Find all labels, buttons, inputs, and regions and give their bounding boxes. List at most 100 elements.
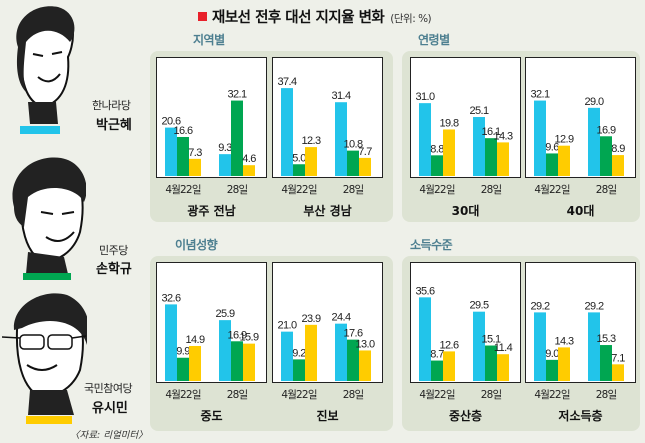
title-marker-icon [198, 12, 207, 21]
data-label: 29.2 [584, 300, 603, 312]
data-label: 13.0 [355, 338, 374, 350]
bar-유시민-4월22일 [558, 145, 570, 176]
bar-유시민-28일 [243, 343, 255, 381]
data-label: 19.8 [439, 117, 458, 129]
data-label: 10.8 [343, 139, 362, 151]
panel-category-label: 부산 경남 [303, 204, 352, 218]
data-label: 8.7 [430, 349, 444, 361]
data-label: 16.1 [481, 126, 500, 138]
bar-유시민-28일 [612, 364, 624, 381]
bar-박근혜-28일 [588, 312, 600, 381]
panel-plot: 35.6 8.712.6 29.5 15.111.4 [415, 285, 513, 381]
data-label: 9.3 [218, 142, 232, 154]
x-tick-label: 28일 [480, 389, 502, 401]
candidate-1-name: 박근혜 [96, 118, 132, 133]
data-label: 9.0 [545, 348, 559, 360]
bar-손학규-28일 [485, 345, 497, 381]
bar-손학규-28일 [347, 339, 359, 381]
bar-박근혜-4월22일 [165, 127, 177, 176]
unit-label: (단위: %) [390, 13, 432, 25]
bar-유시민-28일 [359, 350, 371, 381]
data-label: 20.6 [161, 116, 180, 128]
x-tick-label: 4월22일 [419, 184, 455, 196]
bar-박근혜-4월22일 [534, 100, 546, 176]
bar-유시민-4월22일 [189, 158, 201, 176]
section-title: 지역별 [193, 33, 225, 47]
bar-박근혜-28일 [473, 311, 485, 381]
bar-박근혜-28일 [219, 154, 231, 176]
data-label: 9.9 [176, 346, 190, 358]
data-label: 7.1 [611, 352, 625, 364]
bar-손학규-4월22일 [431, 360, 443, 381]
panel-category-label: 광주 전남 [187, 204, 236, 218]
source-note: 〈자료: 리얼미터〉 [70, 430, 148, 441]
bar-유시민-28일 [497, 142, 509, 176]
bar-유시민-4월22일 [443, 351, 455, 381]
x-tick-label: 4월22일 [419, 389, 455, 401]
data-label: 17.6 [343, 328, 362, 340]
candidate-3-caricature-icon [2, 293, 87, 415]
data-label: 24.4 [331, 312, 350, 324]
data-label: 29.5 [469, 300, 488, 312]
data-label: 9.6 [545, 141, 559, 153]
bar-박근혜-4월22일 [419, 297, 431, 381]
data-label: 15.3 [596, 333, 615, 345]
bar-손학규-4월22일 [293, 164, 305, 176]
bar-손학규-4월22일 [431, 155, 443, 176]
bar-박근혜-4월22일 [165, 304, 177, 381]
x-tick-label: 28일 [226, 184, 248, 196]
panel-plot: 37.4 5.0 12.3 31.4 10.87.7 [277, 76, 373, 176]
data-label: 29.2 [530, 300, 549, 312]
bar-유시민-4월22일 [305, 324, 317, 381]
data-label: 32.6 [161, 292, 180, 304]
data-label: 31.4 [331, 90, 350, 102]
data-label: 12.3 [301, 135, 320, 147]
data-label: 7.3 [188, 147, 202, 159]
bar-박근혜-28일 [219, 320, 231, 381]
data-label: 12.6 [439, 339, 458, 351]
bar-박근혜-4월22일 [281, 88, 293, 176]
x-tick-label: 4월22일 [534, 389, 570, 401]
bar-손학규-28일 [347, 150, 359, 176]
section-title: 연령별 [418, 33, 450, 47]
data-label: 7.7 [358, 146, 372, 158]
bar-유시민-28일 [243, 165, 255, 176]
x-tick-label: 28일 [480, 184, 502, 196]
x-tick-label: 28일 [342, 389, 364, 401]
data-label: 8.8 [430, 143, 444, 155]
candidate-2-caricature-icon [12, 157, 86, 274]
panel-plot: 20.616.6 7.3 9.3 32.1 4.6 [161, 89, 257, 176]
data-label: 21.0 [277, 320, 296, 332]
x-tick-label: 4월22일 [165, 389, 201, 401]
title-text: 재보선 전후 대선 지지율 변화 [212, 10, 385, 26]
data-label: 14.3 [493, 130, 512, 142]
bar-손학규-28일 [485, 138, 497, 176]
bar-손학규-28일 [231, 100, 243, 176]
x-tick-label: 4월22일 [281, 184, 317, 196]
data-label: 16.6 [173, 125, 192, 137]
bar-손학규-4월22일 [546, 153, 558, 176]
data-label: 25.9 [215, 308, 234, 320]
data-label: 35.6 [415, 285, 434, 297]
panel-category-label: 저소득층 [558, 409, 603, 423]
candidate-1-caricature-icon [16, 6, 75, 124]
panel-category-label: 30대 [451, 204, 480, 218]
section-title: 소득수준 [410, 238, 453, 252]
panel-plot: 29.2 9.014.3 29.2 15.3 7.1 [530, 300, 626, 381]
bar-박근혜-28일 [588, 107, 600, 176]
bar-손학규-28일 [600, 136, 612, 176]
bar-손학규-4월22일 [546, 359, 558, 381]
bar-박근혜-4월22일 [534, 312, 546, 381]
panel-category-label: 40대 [566, 204, 595, 218]
data-label: 16.9 [227, 329, 246, 341]
panel-plot: 31.0 8.8 19.8 25.1 16.114.3 [415, 91, 514, 176]
data-label: 14.9 [185, 334, 204, 346]
bar-유시민-28일 [612, 155, 624, 176]
bar-손학규-28일 [600, 345, 612, 381]
data-label: 32.1 [530, 89, 549, 101]
panel-plot: 21.0 9.2 23.9 24.4 17.613.0 [277, 312, 376, 381]
x-tick-label: 28일 [342, 184, 364, 196]
candidate-2-party: 민주당 [99, 244, 128, 257]
data-label: 37.4 [277, 76, 296, 88]
